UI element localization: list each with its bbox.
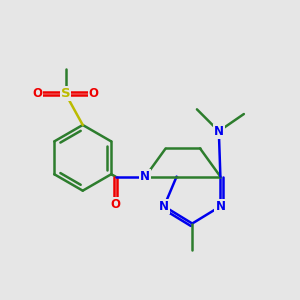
Text: O: O bbox=[111, 198, 121, 211]
Text: O: O bbox=[32, 87, 42, 100]
Text: N: N bbox=[214, 125, 224, 138]
Text: S: S bbox=[61, 87, 70, 100]
Text: N: N bbox=[140, 170, 150, 183]
Text: O: O bbox=[89, 87, 99, 100]
Text: N: N bbox=[215, 200, 225, 213]
Text: N: N bbox=[159, 200, 169, 213]
